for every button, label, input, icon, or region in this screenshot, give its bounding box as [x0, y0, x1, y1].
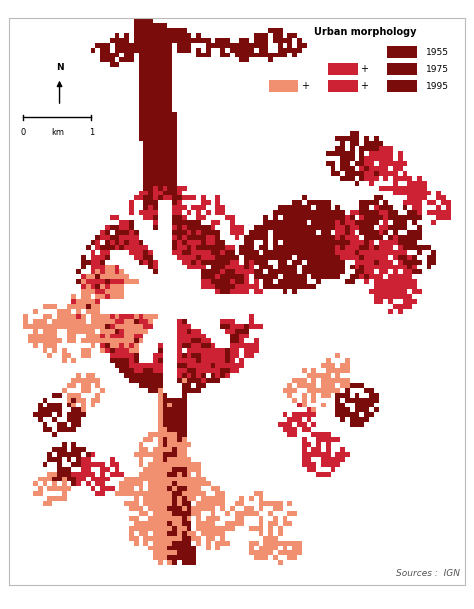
Text: Urban morphology: Urban morphology [314, 27, 417, 37]
Text: Sources :  IGN: Sources : IGN [396, 569, 460, 578]
Text: 1975: 1975 [426, 65, 449, 74]
Bar [269, 80, 299, 93]
Text: 1955: 1955 [426, 48, 449, 57]
Bar [387, 80, 417, 93]
Bar [387, 46, 417, 58]
Text: km: km [51, 127, 64, 136]
Bar [328, 80, 357, 93]
Text: 1: 1 [89, 127, 94, 136]
Text: N: N [56, 63, 64, 72]
Bar [387, 63, 417, 76]
Text: +: + [360, 64, 368, 74]
Text: +: + [360, 81, 368, 91]
Text: +: + [301, 81, 309, 91]
Text: 1995: 1995 [426, 82, 449, 91]
Text: 0: 0 [20, 127, 26, 136]
Bar [328, 63, 357, 76]
